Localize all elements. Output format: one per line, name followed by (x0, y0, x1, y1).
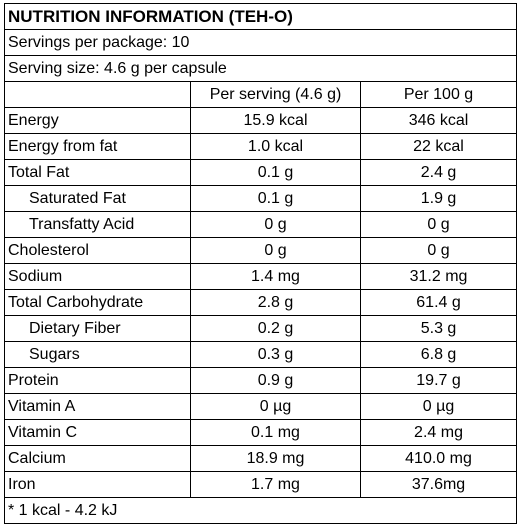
nutrient-label: Vitamin C (4, 419, 191, 446)
per-100g-value: 410.0 mg (359, 445, 518, 472)
table-row: Vitamin C 0.1 mg 2.4 mg (4, 419, 518, 446)
table-row: Energy 15.9 kcal 346 kcal (4, 107, 518, 134)
nutrient-label: Protein (4, 367, 191, 394)
per-100g-value: 31.2 mg (359, 263, 518, 290)
per-serving-value: 1.4 mg (190, 263, 361, 290)
nutrient-label: Calcium (4, 445, 191, 472)
header-blank (4, 81, 191, 108)
table-row: Calcium 18.9 mg 410.0 mg (4, 445, 518, 472)
nutrient-label: Transfatty Acid (4, 211, 191, 238)
nutrition-table: NUTRITION INFORMATION (TEH-O) Servings p… (3, 3, 518, 524)
nutrition-panel: NUTRITION INFORMATION (TEH-O) Servings p… (3, 3, 518, 524)
table-row: Sodium 1.4 mg 31.2 mg (4, 263, 518, 290)
per-serving-value: 0.1 mg (190, 419, 361, 446)
per-100g-value: 61.4 g (359, 289, 518, 316)
per-100g-value: 0 g (359, 211, 518, 238)
per-serving-value: 15.9 kcal (190, 107, 361, 134)
per-100g-value: 2.4 mg (359, 419, 518, 446)
footnote: * 1 kcal - 4.2 kJ (3, 497, 518, 524)
footnote-row: * 1 kcal - 4.2 kJ (3, 497, 518, 524)
per-serving-value: 1.7 mg (190, 471, 361, 498)
nutrient-label: Total Fat (4, 159, 191, 186)
table-row: Protein 0.9 g 19.7 g (4, 367, 518, 394)
title-row: NUTRITION INFORMATION (TEH-O) (3, 3, 518, 30)
per-serving-value: 0.1 g (190, 185, 361, 212)
header-row: Per serving (4.6 g) Per 100 g (4, 81, 518, 108)
nutrient-label: Dietary Fiber (4, 315, 191, 342)
per-serving-value: 0.1 g (190, 159, 361, 186)
per-100g-value: 0 µg (359, 393, 518, 420)
nutrient-label: Cholesterol (4, 237, 191, 264)
per-100g-value: 19.7 g (359, 367, 518, 394)
per-serving-value: 0.2 g (190, 315, 361, 342)
per-serving-value: 0 µg (190, 393, 361, 420)
nutrient-label: Sodium (4, 263, 191, 290)
table-row: Sugars 0.3 g 6.8 g (4, 341, 518, 368)
per-100g-value: 1.9 g (359, 185, 518, 212)
per-100g-value: 346 kcal (359, 107, 518, 134)
per-serving-value: 0 g (190, 211, 361, 238)
nutrient-label: Iron (4, 471, 191, 498)
per-100g-value: 22 kcal (359, 133, 518, 160)
serving-size-row: Serving size: 4.6 g per capsule (3, 55, 518, 82)
per-100g-value: 0 g (359, 237, 518, 264)
per-100g-value: 5.3 g (359, 315, 518, 342)
per-serving-value: 0 g (190, 237, 361, 264)
per-serving-value: 2.8 g (190, 289, 361, 316)
nutrient-label: Energy from fat (4, 133, 191, 160)
nutrient-label: Sugars (4, 341, 191, 368)
table-row: Saturated Fat 0.1 g 1.9 g (4, 185, 518, 212)
header-per-serving: Per serving (4.6 g) (190, 81, 361, 108)
nutrient-label: Vitamin A (4, 393, 191, 420)
per-100g-value: 37.6mg (359, 471, 518, 498)
per-100g-value: 2.4 g (359, 159, 518, 186)
per-serving-value: 1.0 kcal (190, 133, 361, 160)
nutrient-label: Energy (4, 107, 191, 134)
table-title: NUTRITION INFORMATION (TEH-O) (3, 3, 518, 30)
per-serving-value: 0.9 g (190, 367, 361, 394)
table-row: Dietary Fiber 0.2 g 5.3 g (4, 315, 518, 342)
per-serving-value: 0.3 g (190, 341, 361, 368)
serving-size: Serving size: 4.6 g per capsule (3, 55, 518, 82)
servings-per-package: Servings per package: 10 (3, 29, 518, 56)
table-row: Total Carbohydrate 2.8 g 61.4 g (4, 289, 518, 316)
nutrient-label: Total Carbohydrate (4, 289, 191, 316)
nutrient-label: Saturated Fat (4, 185, 191, 212)
table-row: Total Fat 0.1 g 2.4 g (4, 159, 518, 186)
servings-row: Servings per package: 10 (3, 29, 518, 56)
header-per-100g: Per 100 g (359, 81, 518, 108)
table-row: Energy from fat 1.0 kcal 22 kcal (4, 133, 518, 160)
per-100g-value: 6.8 g (359, 341, 518, 368)
per-serving-value: 18.9 mg (190, 445, 361, 472)
table-row: Iron 1.7 mg 37.6mg (4, 471, 518, 498)
